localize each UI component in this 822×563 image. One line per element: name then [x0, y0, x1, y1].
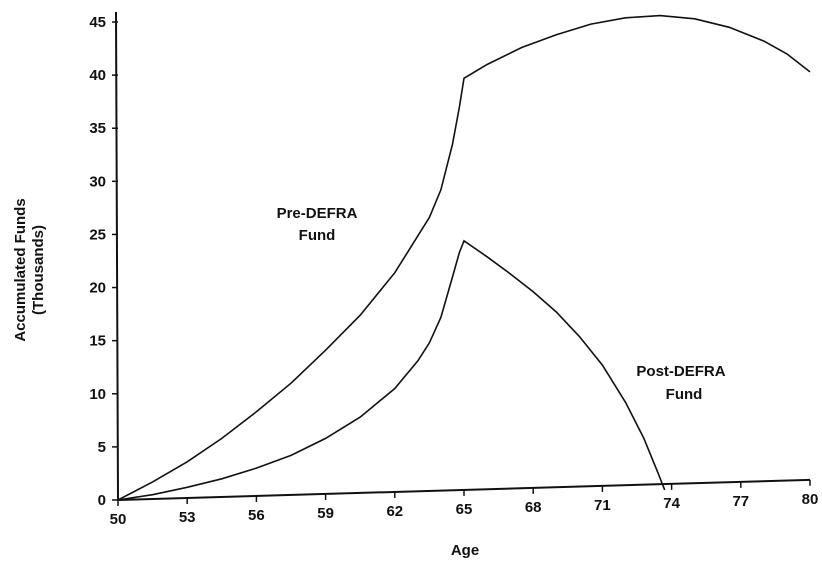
y-tick-label: 0: [98, 492, 106, 509]
x-ticks: 50 53 56 59 62 65 68 71 74 77 80: [110, 479, 819, 528]
y-axis-subtitle: (Thousands): [30, 225, 47, 315]
x-tick-label: 62: [386, 503, 403, 520]
y-tick-label: 15: [89, 333, 106, 350]
x-axis-title: Age: [451, 542, 479, 559]
y-ticks: 0 5 10 15 20 25 30 35 40 45: [89, 14, 118, 509]
y-tick-label: 10: [89, 386, 106, 403]
pre-defra-label-line1: Pre-DEFRA: [277, 205, 358, 222]
x-tick-label: 56: [248, 507, 265, 524]
x-tick-label: 65: [456, 501, 473, 518]
x-tick-label: 53: [179, 509, 196, 526]
post-defra-label-line2: Fund: [666, 386, 703, 403]
y-tick-label: 25: [89, 226, 106, 243]
pre-defra-label-line2: Fund: [299, 227, 336, 244]
x-tick-label: 68: [525, 499, 542, 516]
y-tick-label: 5: [98, 439, 106, 456]
pre-defra-fund-line: [117, 14, 811, 501]
y-axis-title: Accumulated Funds: [12, 198, 29, 341]
y-axis-line: [115, 11, 119, 501]
x-tick-label: 74: [663, 495, 680, 512]
y-tick-label: 45: [89, 14, 106, 31]
series-group: [117, 14, 811, 501]
y-tick-label: 20: [89, 280, 106, 297]
x-tick-label: 71: [594, 497, 611, 514]
post-defra-fund-line: [117, 239, 666, 501]
y-tick-label: 30: [89, 173, 106, 190]
x-tick-label: 50: [110, 511, 127, 528]
x-tick-label: 77: [732, 493, 749, 510]
x-tick-label: 80: [802, 491, 819, 508]
post-defra-label-line1: Post-DEFRA: [636, 363, 725, 380]
y-tick-label: 35: [89, 120, 106, 137]
y-tick-label: 40: [89, 67, 106, 84]
x-tick-label: 59: [317, 505, 334, 522]
